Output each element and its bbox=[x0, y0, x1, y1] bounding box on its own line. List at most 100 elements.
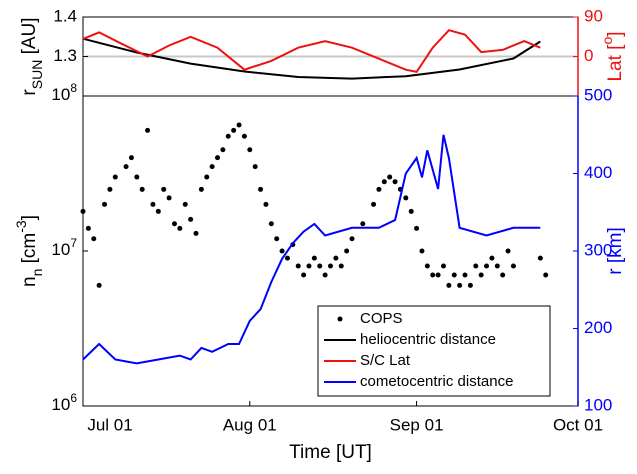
data-point bbox=[220, 147, 226, 153]
data-point bbox=[484, 263, 490, 269]
data-point bbox=[258, 186, 264, 192]
y2-tick-label: 400 bbox=[584, 163, 612, 182]
data-point bbox=[392, 179, 398, 185]
data-point bbox=[209, 164, 215, 170]
data-point bbox=[161, 186, 167, 192]
data-point bbox=[215, 155, 221, 161]
y2-tick-label: 90 bbox=[584, 6, 603, 25]
data-point bbox=[419, 248, 425, 254]
x-tick-label: Oct 01 bbox=[553, 415, 603, 434]
data-point bbox=[279, 248, 285, 254]
y-tick-base: 10 bbox=[51, 240, 70, 259]
data-point bbox=[500, 272, 506, 278]
data-point bbox=[171, 221, 177, 227]
data-point bbox=[128, 155, 134, 161]
data-point bbox=[328, 263, 333, 269]
axis-label-part: r bbox=[19, 89, 40, 96]
legend-label: cometocentric distance bbox=[360, 373, 513, 390]
data-point bbox=[457, 282, 463, 288]
data-point bbox=[414, 225, 420, 231]
data-point bbox=[150, 201, 156, 207]
axis-label-part: Lat [ bbox=[605, 44, 626, 82]
data-point bbox=[263, 201, 269, 207]
legend-box bbox=[317, 305, 551, 397]
y2-tick-label: 0 bbox=[584, 46, 593, 65]
y-tick-exponent: 8 bbox=[70, 81, 77, 95]
x-tick-label: Sep 01 bbox=[390, 415, 444, 434]
data-point bbox=[188, 216, 194, 222]
data-point bbox=[231, 127, 237, 133]
y2-axis-label: r [km] bbox=[605, 227, 626, 275]
axis-label-part: [AU] bbox=[19, 17, 40, 59]
data-point bbox=[446, 282, 452, 288]
data-point bbox=[467, 282, 473, 288]
data-point bbox=[440, 263, 446, 269]
data-point bbox=[360, 221, 366, 227]
data-point bbox=[317, 263, 323, 269]
data-point bbox=[274, 236, 280, 242]
data-point bbox=[489, 255, 495, 261]
data-point bbox=[241, 133, 247, 139]
data-point bbox=[451, 272, 457, 278]
data-point bbox=[311, 255, 317, 261]
data-point bbox=[225, 133, 231, 139]
axis-label-part: SUN bbox=[29, 60, 45, 90]
data-point bbox=[123, 164, 129, 170]
axis-label-part: n bbox=[29, 269, 45, 277]
axis-label: rSUN [AU] bbox=[19, 17, 45, 95]
series-line bbox=[82, 29, 541, 74]
y-tick-label: 1.3 bbox=[53, 46, 77, 65]
data-point bbox=[494, 263, 500, 269]
axis-label-part: ] bbox=[605, 31, 626, 36]
axis-label: nn [cm-3] bbox=[13, 215, 45, 287]
axis-label-part: [cm bbox=[19, 233, 40, 269]
data-point bbox=[371, 201, 377, 207]
y2-tick-label: 100 bbox=[584, 395, 612, 414]
data-point bbox=[155, 208, 161, 214]
data-point bbox=[96, 282, 102, 288]
data-point bbox=[349, 236, 355, 242]
y-tick-label: 107 bbox=[51, 236, 77, 259]
y2-tick-label: 300 bbox=[584, 240, 612, 259]
data-point bbox=[301, 272, 307, 278]
data-point bbox=[543, 272, 549, 278]
axis-label-part: ] bbox=[19, 215, 40, 220]
data-point bbox=[344, 248, 350, 254]
data-point bbox=[376, 186, 382, 192]
data-point bbox=[139, 186, 145, 192]
data-point bbox=[537, 255, 543, 261]
data-point bbox=[295, 263, 301, 269]
data-point bbox=[387, 174, 393, 180]
x-axis-label: Time [UT] bbox=[289, 442, 372, 463]
data-point bbox=[80, 208, 86, 214]
axis-label: Lat [o] bbox=[599, 31, 626, 81]
data-point bbox=[134, 174, 140, 180]
data-point bbox=[424, 263, 430, 269]
data-point bbox=[102, 201, 108, 207]
legend-label: S/C Lat bbox=[360, 352, 411, 369]
y-tick-exponent: 6 bbox=[70, 391, 77, 405]
axis-label-part: n bbox=[19, 276, 40, 287]
data-point bbox=[198, 186, 204, 192]
data-point bbox=[91, 236, 97, 242]
data-point bbox=[338, 263, 344, 269]
data-point bbox=[193, 230, 199, 236]
data-point bbox=[478, 272, 484, 278]
data-point bbox=[505, 248, 511, 254]
y-tick-base: 10 bbox=[51, 85, 70, 104]
y-tick-base: 10 bbox=[51, 395, 70, 414]
data-point bbox=[182, 201, 188, 207]
legend-marker bbox=[337, 316, 343, 322]
y2-tick-label: 500 bbox=[584, 85, 612, 104]
x-tick-label: Jul 01 bbox=[87, 415, 132, 434]
data-point bbox=[236, 122, 242, 128]
data-point bbox=[333, 255, 339, 261]
data-point bbox=[145, 127, 151, 133]
data-point bbox=[381, 179, 387, 185]
data-point bbox=[435, 272, 441, 278]
data-point bbox=[473, 263, 479, 269]
data-point bbox=[107, 186, 113, 192]
y-tick-label: 1.4 bbox=[53, 6, 77, 25]
x-tick-label: Aug 01 bbox=[223, 415, 277, 434]
